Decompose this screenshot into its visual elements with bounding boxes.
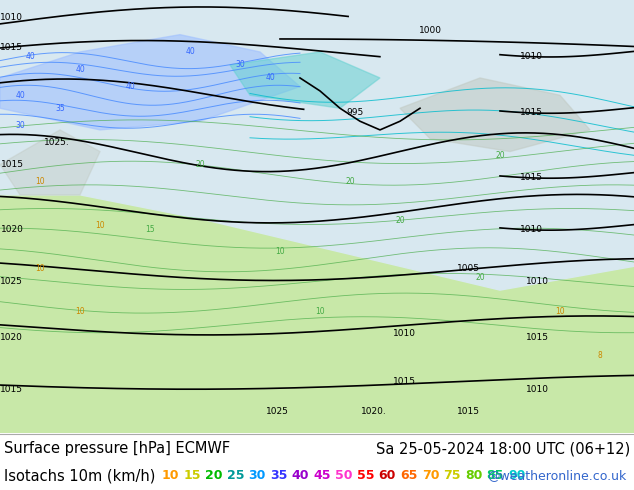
Text: 1025: 1025 xyxy=(0,277,23,286)
Text: 1010: 1010 xyxy=(393,329,416,338)
Text: 70: 70 xyxy=(422,469,439,482)
Text: 1005: 1005 xyxy=(456,264,479,273)
Text: Sa 25-05-2024 18:00 UTC (06+12): Sa 25-05-2024 18:00 UTC (06+12) xyxy=(376,441,630,457)
Text: 1010: 1010 xyxy=(520,52,543,61)
Text: 20: 20 xyxy=(345,177,355,186)
Text: 45: 45 xyxy=(314,469,331,482)
Text: 35: 35 xyxy=(55,104,65,113)
Text: 1025: 1025 xyxy=(266,407,289,416)
Text: 1010: 1010 xyxy=(526,385,549,394)
Text: 1020.: 1020. xyxy=(361,407,387,416)
Text: 40: 40 xyxy=(15,91,25,100)
Text: 85: 85 xyxy=(487,469,504,482)
Text: 90: 90 xyxy=(508,469,526,482)
Text: 40: 40 xyxy=(185,48,195,56)
Text: 20: 20 xyxy=(395,216,405,225)
Text: 1015: 1015 xyxy=(520,108,543,117)
Text: 40: 40 xyxy=(292,469,309,482)
Text: 30: 30 xyxy=(15,121,25,130)
Text: Isotachs 10m (km/h): Isotachs 10m (km/h) xyxy=(4,468,155,483)
Text: 30: 30 xyxy=(249,469,266,482)
Text: 1015: 1015 xyxy=(393,376,416,386)
Text: 25: 25 xyxy=(227,469,245,482)
Text: 10: 10 xyxy=(36,264,45,273)
Polygon shape xyxy=(0,130,100,195)
Text: 1015: 1015 xyxy=(526,333,549,342)
Text: 50: 50 xyxy=(335,469,353,482)
Text: 1020: 1020 xyxy=(1,225,23,234)
Text: 80: 80 xyxy=(465,469,482,482)
Text: 40: 40 xyxy=(25,52,35,61)
Text: 40: 40 xyxy=(265,74,275,82)
Text: 10: 10 xyxy=(555,307,565,316)
Text: 1015: 1015 xyxy=(456,407,479,416)
Text: @weatheronline.co.uk: @weatheronline.co.uk xyxy=(487,469,626,482)
Text: 20: 20 xyxy=(195,160,205,169)
Text: 1000: 1000 xyxy=(418,26,441,35)
Text: 995: 995 xyxy=(346,108,364,117)
Text: 1015: 1015 xyxy=(0,43,23,52)
Text: 40: 40 xyxy=(75,65,85,74)
Text: 40: 40 xyxy=(125,82,135,91)
Text: 20: 20 xyxy=(205,469,223,482)
Text: 8: 8 xyxy=(598,350,602,360)
Polygon shape xyxy=(230,52,380,108)
Text: 15: 15 xyxy=(145,225,155,234)
Text: 75: 75 xyxy=(443,469,461,482)
Text: 60: 60 xyxy=(378,469,396,482)
Polygon shape xyxy=(400,78,590,151)
Polygon shape xyxy=(0,35,300,130)
Text: 30: 30 xyxy=(235,60,245,70)
Text: 65: 65 xyxy=(400,469,418,482)
Text: 10: 10 xyxy=(315,307,325,316)
Text: Surface pressure [hPa] ECMWF: Surface pressure [hPa] ECMWF xyxy=(4,441,230,457)
Text: 10: 10 xyxy=(275,246,285,256)
Text: 10: 10 xyxy=(75,307,85,316)
Text: 1010: 1010 xyxy=(526,277,549,286)
Polygon shape xyxy=(0,0,634,290)
Text: 10: 10 xyxy=(95,220,105,230)
Text: 20: 20 xyxy=(476,272,485,282)
Text: 10: 10 xyxy=(162,469,179,482)
Text: 1010: 1010 xyxy=(0,13,23,22)
Text: 1020: 1020 xyxy=(0,333,23,342)
Text: 1015: 1015 xyxy=(520,173,543,182)
Text: 10: 10 xyxy=(36,177,45,186)
Text: 20: 20 xyxy=(495,151,505,160)
Text: 1015: 1015 xyxy=(1,160,23,169)
Text: 1025.: 1025. xyxy=(44,138,70,147)
Text: 1015: 1015 xyxy=(0,385,23,394)
Text: 35: 35 xyxy=(270,469,288,482)
Text: 55: 55 xyxy=(357,469,374,482)
Text: 1010: 1010 xyxy=(520,225,543,234)
Text: 15: 15 xyxy=(184,469,201,482)
